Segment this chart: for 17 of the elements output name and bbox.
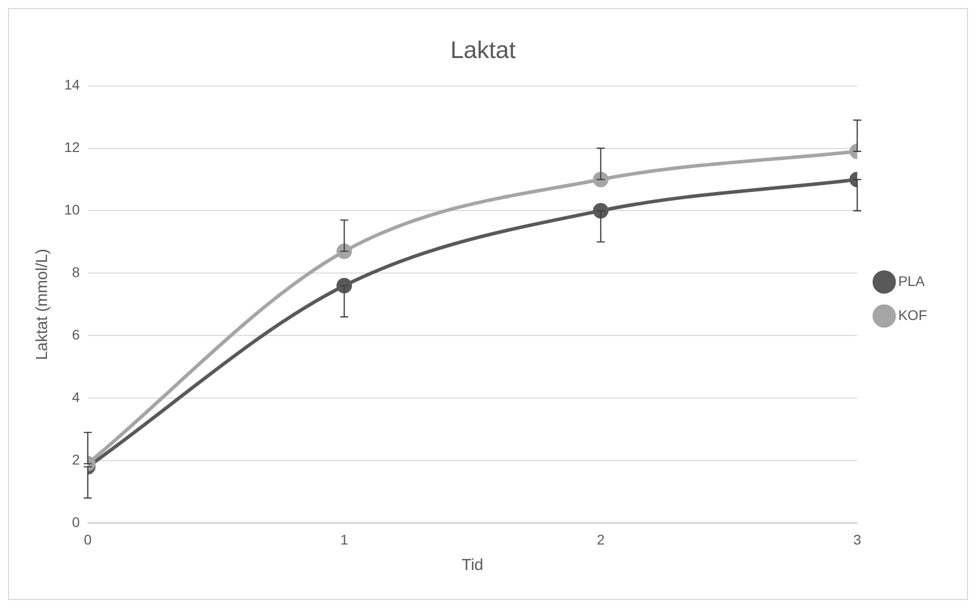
y-tick-label: 4 (72, 388, 80, 405)
y-tick-label: 2 (72, 451, 80, 468)
chart-title: Laktat (450, 37, 516, 64)
y-tick-label: 0 (72, 514, 80, 530)
y-tick-label: 6 (72, 326, 80, 342)
x-tick-label: 1 (340, 531, 348, 548)
legend-label: PLA (898, 272, 926, 289)
y-axis-title: Laktat (mmol/L) (34, 248, 52, 360)
x-tick-label: 3 (853, 531, 862, 548)
y-tick-label: 8 (72, 264, 80, 280)
x-tick-label: 0 (84, 531, 92, 548)
y-tick-label: 10 (64, 202, 80, 218)
y-tick-label: 14 (64, 76, 80, 93)
x-axis-title: Tid (462, 556, 484, 574)
x-tick-label: 2 (596, 531, 605, 548)
y-tick-label: 12 (64, 139, 80, 156)
legend-label: KOF (898, 306, 927, 323)
